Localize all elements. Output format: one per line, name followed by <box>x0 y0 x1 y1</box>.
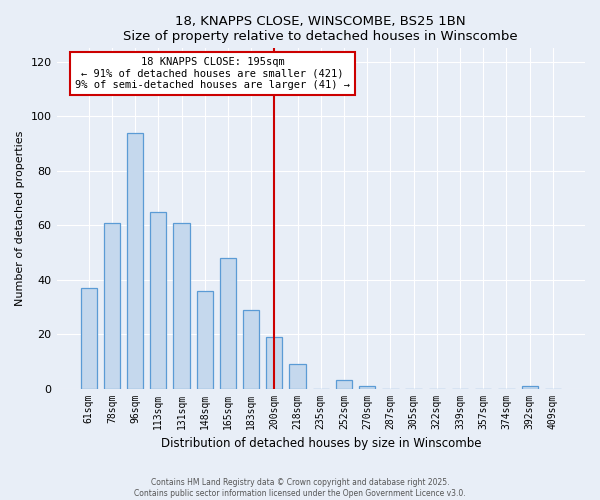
Bar <box>359 386 376 388</box>
Bar <box>150 212 166 388</box>
Bar <box>173 222 190 388</box>
Bar <box>104 222 120 388</box>
Bar <box>521 386 538 388</box>
Bar <box>80 288 97 388</box>
Text: 18 KNAPPS CLOSE: 195sqm
← 91% of detached houses are smaller (421)
9% of semi-de: 18 KNAPPS CLOSE: 195sqm ← 91% of detache… <box>75 57 350 90</box>
Bar <box>220 258 236 388</box>
Bar <box>127 132 143 388</box>
Y-axis label: Number of detached properties: Number of detached properties <box>15 131 25 306</box>
Text: Contains HM Land Registry data © Crown copyright and database right 2025.
Contai: Contains HM Land Registry data © Crown c… <box>134 478 466 498</box>
X-axis label: Distribution of detached houses by size in Winscombe: Distribution of detached houses by size … <box>161 437 481 450</box>
Bar <box>336 380 352 388</box>
Bar <box>197 290 213 388</box>
Bar <box>266 337 283 388</box>
Bar <box>243 310 259 388</box>
Title: 18, KNAPPS CLOSE, WINSCOMBE, BS25 1BN
Size of property relative to detached hous: 18, KNAPPS CLOSE, WINSCOMBE, BS25 1BN Si… <box>124 15 518 43</box>
Bar <box>289 364 305 388</box>
